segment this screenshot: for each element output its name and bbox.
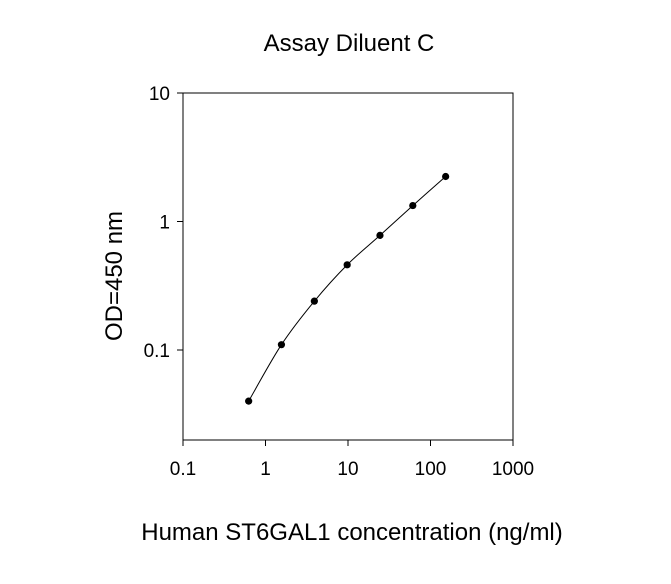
chart-title: Assay Diluent C [264,30,435,57]
x-tick-label: 100 [415,459,447,480]
y-tick-label: 0.1 [144,341,170,362]
y-axis-ticks: 0.1 1 10 [144,84,183,362]
data-point [245,397,253,405]
x-tick-label: 1000 [492,459,534,480]
x-axis-title: Human ST6GAL1 concentration (ng/ml) [141,519,563,546]
series-line [248,176,446,402]
x-tick-label: 1 [260,459,271,480]
x-axis-ticks: 0.1 1 10 100 1000 [170,440,534,480]
data-point [343,261,351,269]
series-layer [245,172,450,405]
x-tick-label: 0.1 [170,459,196,480]
data-point [310,297,318,305]
y-axis-title: OD=450 nm [101,211,128,341]
x-tick-label: 10 [337,459,358,480]
y-tick-label: 1 [159,213,170,234]
y-tick-label: 10 [149,84,170,105]
data-point [409,201,417,210]
data-point [376,231,384,239]
data-point [277,341,286,349]
data-point [442,172,450,181]
